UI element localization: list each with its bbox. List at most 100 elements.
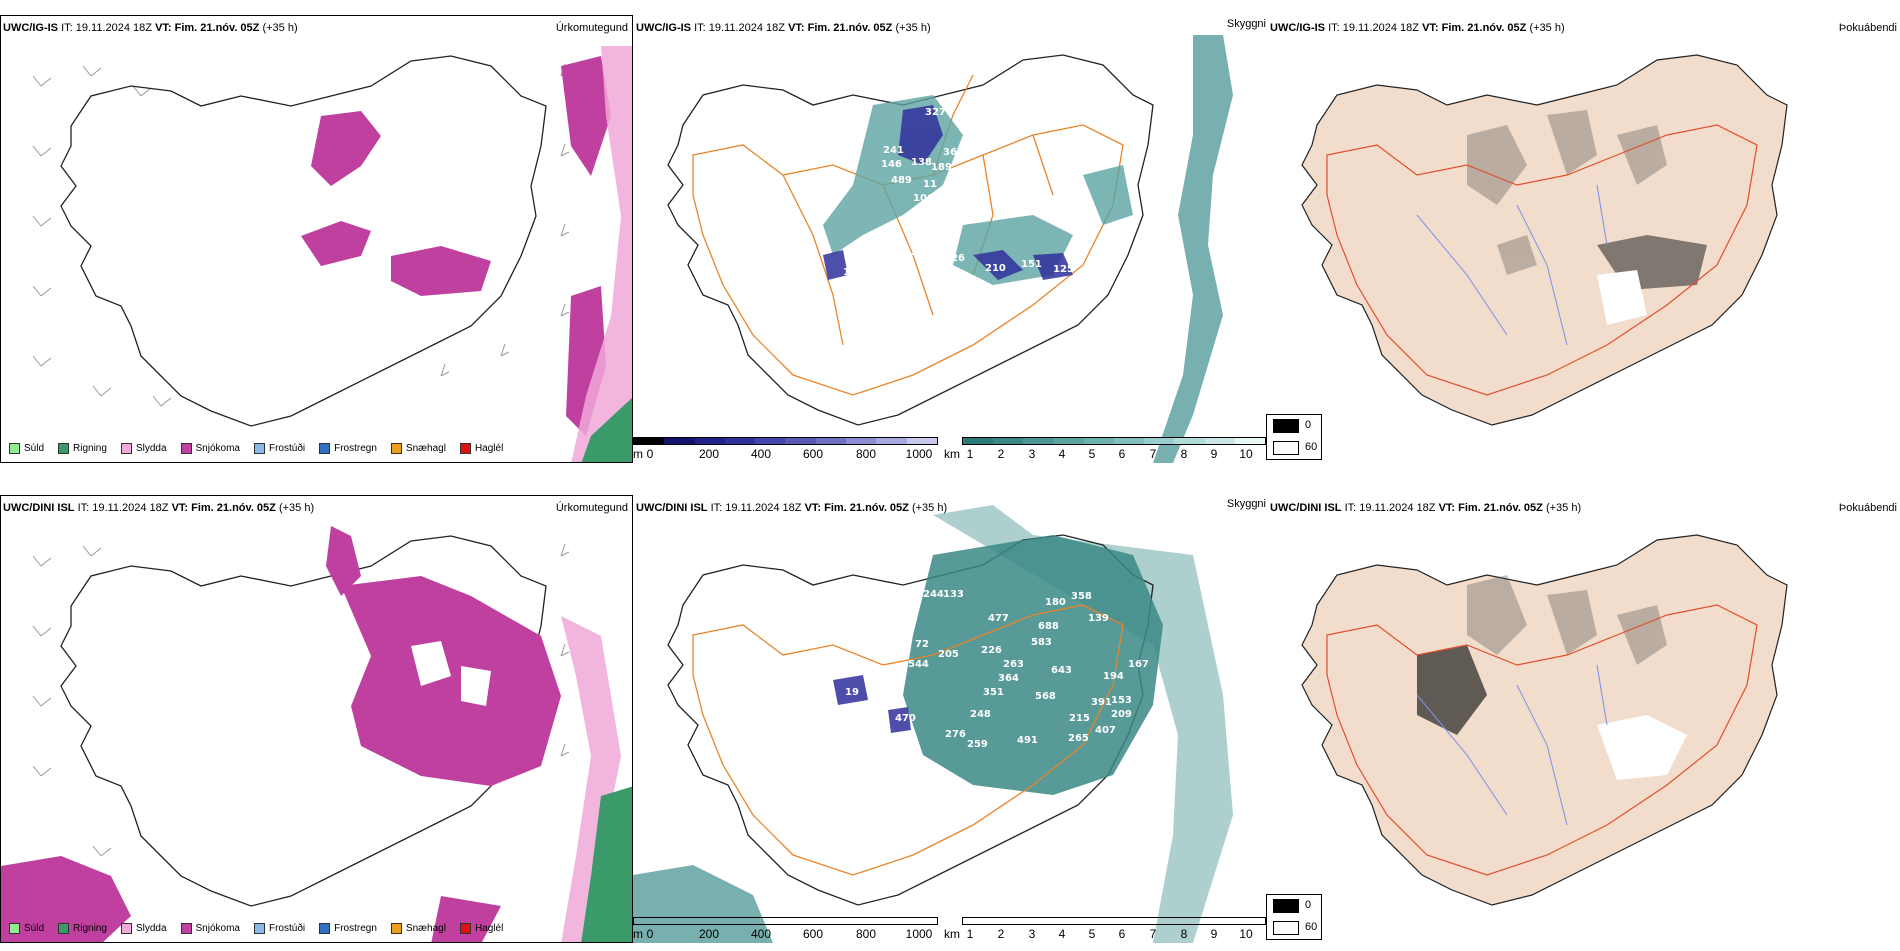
vt-value: Fim. 21.nóv. 05Z [807,22,893,34]
ceiling-value: 259 [967,739,988,750]
vt-label: VT: [788,22,805,34]
visibility-tick: 9 [1210,927,1218,941]
ceiling-bin [876,438,907,444]
legend-swatch-rain [58,443,70,454]
ceiling-bin [694,438,725,444]
fog-swatch-light [1273,921,1299,935]
ceiling-bin [815,438,847,444]
visibility-bin [993,918,1023,924]
visibility-bin [963,438,994,444]
it-label: IT: [61,22,73,34]
iceland-land [1301,54,1788,426]
ceiling-value: 53 [951,172,965,183]
ceiling-value: 139 [1088,613,1109,624]
ceiling-value: 568 [1035,691,1056,702]
legend-label: Rigning [73,443,107,454]
ceiling-value: 220 [928,233,949,244]
lead-time: (+35 h) [262,22,298,34]
ceiling-numbers: 244 133 180 358 477 688 139 72 226 583 5… [845,589,1149,750]
ceiling-unit: m [633,447,643,461]
iceland-coast [60,535,547,907]
lead-time: (+35 h) [895,22,931,34]
fog-label: 60 [1305,441,1318,453]
ceiling-bin [634,918,664,924]
ceiling-value: 391 [1091,697,1112,708]
ceiling-value: 265 [1068,733,1089,744]
ceiling-bin [664,438,695,444]
ceiling-unit: m [633,927,643,941]
ceiling-tick: 800 [855,927,877,941]
legend-swatch-freezing-rain [319,443,331,454]
legend-swatch-freezing-rain [319,923,331,934]
vt-value: Fim. 21.nóv. 05Z [824,502,909,514]
ceiling-value: 146 [881,159,902,170]
visibility-unit: km [944,447,960,461]
it-label: IT: [1328,22,1340,34]
model-name: UWC/IG-IS [1270,22,1325,34]
ceiling-bin [846,918,876,924]
ceiling-fields [833,675,911,733]
panel-title-fog-bottom: Þokuábendi [1838,502,1897,514]
precip-panel-bottom: Súld Rigning Slydda Snjókoma Frostúði Fr… [0,495,633,943]
visibility-tick: 5 [1088,927,1096,941]
ceiling-numbers: 327 362 241 146 138 189 489 11 53 106 90… [843,107,1176,278]
model-name: UWC/DINI ISL [3,502,75,514]
panel-title-fog-top: Þokuábendi [1838,22,1897,34]
panel-header-fog-top: UWC/IG-IS IT: 19.11.2024 18Z VT: Fim. 21… [1270,22,1565,34]
ceiling-value: 362 [943,147,964,158]
vt-label: VT: [171,502,189,514]
it-value: 19.11.2024 18Z [725,502,802,514]
cloud-map-top: 327 362 241 146 138 189 489 11 53 106 90… [667,35,1233,463]
ceiling-value: 133 [943,589,964,600]
ceiling-bin [634,438,665,444]
ceiling-tick: 600 [802,927,824,941]
visibility-tick: 6 [1118,927,1126,941]
cloud-panel-top: 327 362 241 146 138 189 489 11 53 106 90… [633,15,1267,463]
legend-label: Rigning [73,923,107,934]
ceiling-bin [755,918,785,924]
vt-label: VT: [155,22,172,34]
fog-label: 0 [1305,419,1312,431]
ceiling-tick: 600 [802,447,824,461]
visibility-tick: 4 [1058,927,1066,941]
fog-label: 0 [1305,899,1312,911]
legend-swatch-freezing-drizzle [253,923,265,934]
ceiling-value: 470 [895,713,916,724]
model-name: UWC/IG-IS [636,22,691,34]
ceiling-bin [906,438,937,444]
ceiling-value: 180 [1045,597,1066,608]
panel-title-cloud-bottom: Skyggni [1226,498,1266,510]
vt-label: VT: [1438,502,1456,514]
visibility-tick: 5 [1088,447,1096,461]
visibility-bin [1144,438,1175,444]
ceiling-tick: 200 [698,927,720,941]
ceiling-value: 210 [985,263,1006,274]
visibility-tick: 8 [1180,447,1188,461]
ceiling-bin [816,918,846,924]
ceiling-value: 225 [911,247,932,258]
visibility-tick: 3 [1028,927,1036,941]
visibility-offshore [1153,35,1233,463]
visibility-tick: 6 [1118,447,1126,461]
ceiling-value: 489 [891,175,912,186]
ceiling-tick: 400 [750,447,772,461]
legend-label: Frostregn [334,443,377,454]
ceiling-value: 72 [915,639,929,650]
ceiling-value: 209 [1111,709,1132,720]
road-network [692,604,1124,876]
ceiling-bin [785,438,816,444]
legend-swatch-drizzle [9,923,20,934]
ceiling-bin [695,918,725,924]
ceiling-fields [823,105,1073,280]
ceiling-tick: 1000 [905,447,933,461]
legend-swatch-snow-grains [390,443,402,454]
lead-time: (+35 h) [1529,22,1565,34]
legend-label: Haglél [474,443,504,454]
ceiling-value: 358 [1071,591,1092,602]
fog-swatch-dark [1273,899,1299,913]
wind-barbs [32,543,570,857]
ceiling-tick: 0 [646,927,654,941]
visibility-bin [1234,438,1266,444]
ceiling-bin [907,918,937,924]
ceiling-tick: 200 [698,447,720,461]
